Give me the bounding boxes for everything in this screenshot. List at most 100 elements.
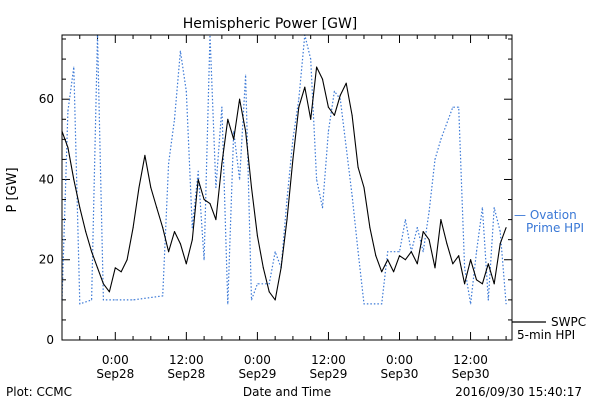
- swpc-point: [67, 146, 69, 148]
- x-tick-label-date: Sep28: [167, 367, 205, 381]
- swpc-point: [404, 259, 406, 261]
- swpc-point: [245, 130, 247, 132]
- series-layer: [61, 34, 507, 305]
- ovation-prime-point: [197, 170, 199, 172]
- ovation-prime-point: [333, 90, 335, 92]
- ovation-prime-point: [298, 98, 300, 100]
- swpc-point: [345, 82, 347, 84]
- swpc-point: [209, 203, 211, 205]
- swpc-point: [493, 283, 495, 285]
- swpc-point: [203, 198, 205, 201]
- ovation-prime-point: [79, 303, 81, 305]
- ovation-prime-point: [422, 251, 424, 253]
- swpc-point: [73, 178, 75, 181]
- ovation-prime-point: [316, 178, 318, 181]
- ovation-prime-point: [286, 198, 288, 201]
- plot-credit: Plot: CCMC: [6, 385, 72, 399]
- swpc-point: [286, 219, 288, 221]
- swpc-series-line: [61, 66, 507, 301]
- y-axis-label: P [GW]: [5, 167, 20, 212]
- ovation-prime-point: [114, 299, 116, 301]
- swpc-point: [410, 251, 412, 253]
- ovation-prime-point: [268, 283, 270, 285]
- x-tick-label-date: Sep30: [452, 367, 490, 381]
- swpc-point: [298, 106, 300, 108]
- x-tick-label-time: 12:00: [453, 353, 488, 367]
- swpc-point: [114, 267, 116, 269]
- swpc-point: [339, 94, 341, 96]
- ovation-prime-point: [345, 146, 347, 148]
- ovation-prime-point: [464, 267, 466, 269]
- ovation-prime-point: [470, 303, 472, 305]
- ovation-prime-point: [381, 303, 383, 305]
- swpc-point: [120, 271, 122, 273]
- ovation-prime-point: [102, 299, 104, 301]
- swpc-point: [191, 239, 193, 241]
- ovation-prime-point: [179, 50, 181, 52]
- swpc-point: [102, 283, 104, 285]
- swpc-point: [416, 263, 418, 265]
- ovation-prime-point: [221, 106, 223, 108]
- swpc-point: [321, 78, 324, 80]
- swpc-point: [470, 259, 472, 261]
- x-tick-label-date: Sep29: [310, 367, 348, 381]
- swpc-point: [351, 114, 353, 116]
- swpc-point: [239, 98, 241, 100]
- ovation-prime-point: [434, 158, 436, 160]
- legend-ovation-line1: — Ovation: [514, 208, 577, 222]
- ovation-prime-point: [203, 259, 205, 261]
- ovation-prime-point: [67, 110, 69, 112]
- swpc-point: [304, 86, 306, 88]
- swpc-point: [179, 243, 181, 245]
- ovation-prime-point: [91, 299, 93, 301]
- plot-timestamp: 2016/09/30 15:40:17: [455, 385, 582, 399]
- ovation-prime-point: [404, 219, 406, 221]
- swpc-point: [375, 255, 377, 257]
- ovation-prime-series-line: [61, 34, 507, 305]
- swpc-point: [475, 279, 478, 281]
- swpc-point: [262, 267, 264, 269]
- ovation-prime-point: [239, 178, 241, 181]
- swpc-point: [369, 227, 371, 229]
- x-axis-ticks: 0:00Sep2812:00Sep280:00Sep2912:00Sep290:…: [79, 35, 507, 381]
- ovation-prime-point: [168, 162, 170, 164]
- x-tick-label-time: 12:00: [169, 353, 204, 367]
- ovation-prime-point: [310, 58, 312, 60]
- swpc-point: [132, 227, 134, 229]
- swpc-point: [381, 271, 383, 273]
- chart-title: Hemispheric Power [GW]: [183, 16, 358, 32]
- x-axis-label: Date and Time: [243, 385, 331, 399]
- swpc-point: [458, 255, 460, 257]
- swpc-point: [91, 251, 93, 253]
- swpc-point: [452, 263, 454, 265]
- ovation-prime-point: [162, 295, 164, 297]
- ovation-prime-point: [363, 303, 365, 305]
- x-tick-label-time: 0:00: [244, 353, 271, 367]
- swpc-point: [434, 267, 436, 269]
- swpc-point: [108, 291, 110, 293]
- ovation-prime-point: [351, 194, 353, 197]
- ovation-prime-point: [452, 106, 454, 108]
- plot-frame: [61, 34, 513, 341]
- ovation-prime-point: [440, 138, 442, 140]
- swpc-point: [387, 259, 389, 261]
- x-tick-label-time: 12:00: [311, 353, 346, 367]
- swpc-point: [274, 299, 276, 301]
- swpc-point: [233, 138, 235, 140]
- ovation-prime-point: [357, 251, 359, 253]
- swpc-point: [440, 219, 442, 221]
- y-tick-label: 60: [39, 92, 54, 106]
- ovation-prime-point: [487, 299, 489, 301]
- ovation-prime-point: [387, 251, 389, 253]
- y-axis-ticks: 0 20 40 60: [39, 38, 512, 347]
- swpc-point: [250, 186, 253, 189]
- ovation-prime-point: [245, 74, 247, 76]
- swpc-point: [357, 166, 359, 168]
- swpc-point: [505, 227, 507, 229]
- swpc-point: [487, 263, 489, 265]
- swpc-point: [268, 291, 270, 293]
- ovation-prime-point: [191, 227, 193, 229]
- swpc-point: [280, 267, 282, 269]
- ovation-prime-point: [227, 303, 229, 305]
